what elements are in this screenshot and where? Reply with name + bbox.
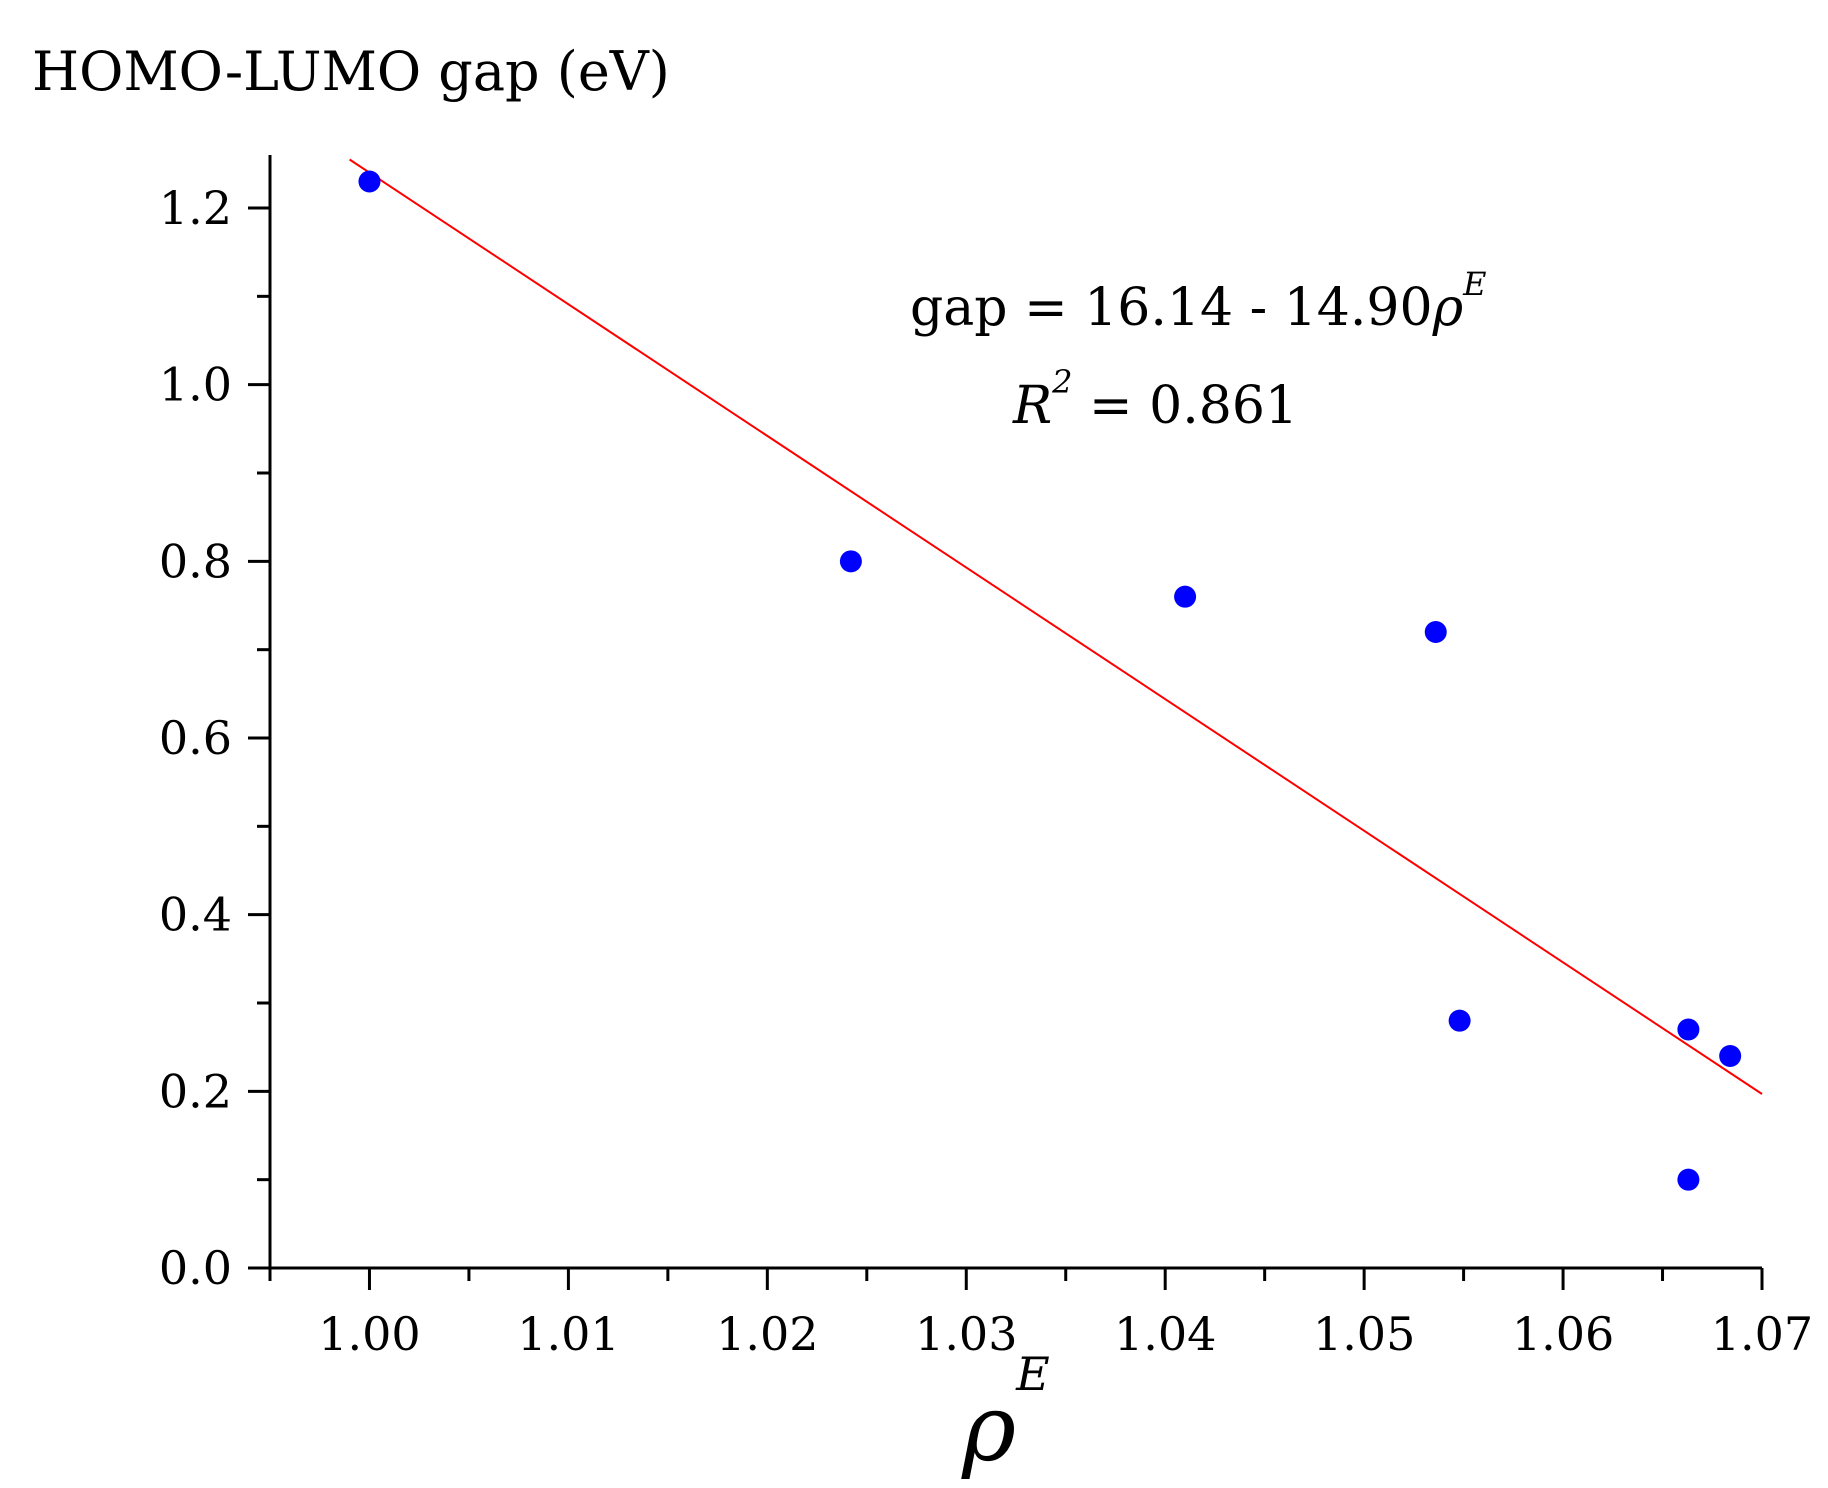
x-tick-label: 1.03	[915, 1307, 1017, 1361]
r-squared: R2 = 0.861	[1012, 363, 1298, 436]
fit-equation-var: ρ	[1432, 278, 1464, 338]
y-tick-label: 0.6	[159, 711, 232, 765]
fit-line-group	[349, 158, 1763, 1095]
x-axis-title-sup: E	[1015, 1347, 1050, 1401]
data-point	[1719, 1045, 1742, 1067]
x-tick-label: 1.02	[716, 1307, 818, 1361]
y-tick-label: 1.2	[159, 181, 232, 235]
y-tick-label: 0.4	[159, 888, 232, 942]
data-points	[358, 170, 1742, 1191]
x-tick-label: 1.04	[1114, 1307, 1216, 1361]
x-tick-label: 1.07	[1711, 1307, 1813, 1361]
fit-equation-sup: E	[1462, 265, 1486, 303]
x-axis-title: ρE	[961, 1347, 1050, 1482]
data-point	[1424, 621, 1447, 643]
r-squared-sup: 2	[1051, 363, 1072, 401]
data-point	[839, 550, 862, 573]
x-tick-label: 1.06	[1512, 1307, 1614, 1361]
y-tick-label: 1.0	[159, 358, 232, 412]
y-tick-label: 0.0	[159, 1241, 232, 1295]
y-axis-title: HOMO-LUMO gap (eV)	[32, 40, 670, 103]
x-tick-label: 1.01	[517, 1307, 619, 1361]
data-point	[358, 170, 381, 193]
x-axis-title-main: ρ	[961, 1375, 1016, 1482]
data-point	[1677, 1168, 1700, 1191]
data-point	[1448, 1009, 1471, 1032]
axes: 1.00 1.01 1.02 1.03 1.04 1.05 1.06 1.070.00.20.…	[159, 155, 1813, 1361]
data-point	[1174, 585, 1197, 608]
r-squared-var: R	[1012, 376, 1052, 436]
data-point	[1677, 1018, 1700, 1041]
x-tick-label: 1.00	[318, 1307, 420, 1361]
fit-line	[349, 158, 1763, 1095]
y-tick-label: 0.8	[159, 534, 232, 588]
x-tick-label: 1.05	[1313, 1307, 1415, 1361]
fit-equation: gap = 16.14 - 14.90ρE	[910, 265, 1487, 338]
fit-equation-prefix: gap = 16.14 - 14.90	[910, 278, 1433, 338]
y-tick-label: 0.2	[159, 1064, 232, 1118]
r-squared-value: = 0.861	[1073, 376, 1299, 436]
